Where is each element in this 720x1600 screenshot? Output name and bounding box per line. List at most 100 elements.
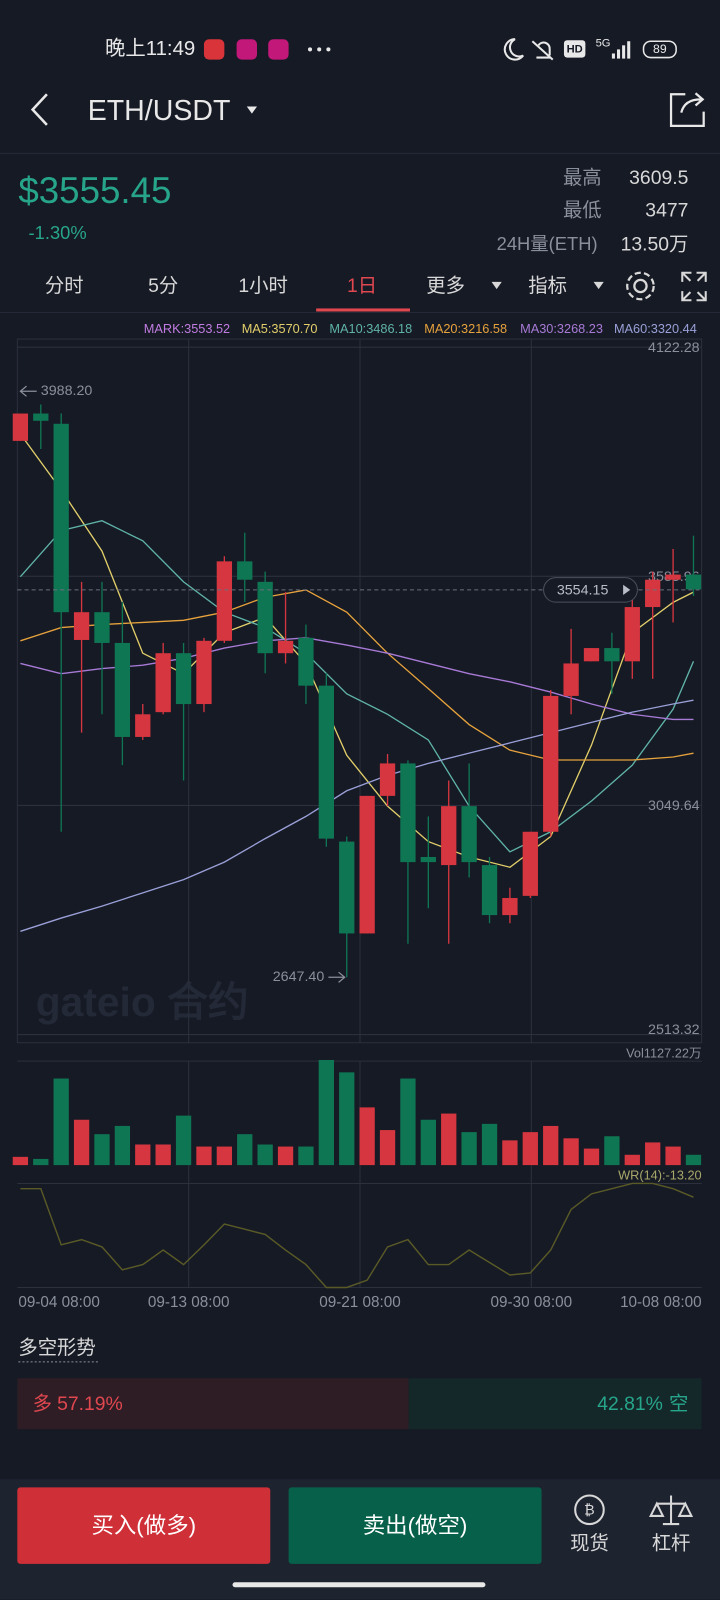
volume-bar — [543, 1125, 559, 1166]
annotation-arrow — [19, 385, 37, 397]
indicator-legend: MA60:3320.44 — [614, 321, 697, 336]
candle-body — [135, 714, 151, 737]
volume-bar — [73, 1119, 90, 1166]
volume-bar — [216, 1146, 233, 1166]
tab[interactable]: 指标 — [528, 275, 567, 297]
last-price-box — [543, 577, 638, 603]
volume-bar — [339, 1072, 355, 1166]
volume-bar — [379, 1130, 396, 1166]
candle-body — [257, 581, 273, 654]
price-change: -1.30% — [29, 222, 87, 243]
candle-body — [481, 865, 498, 916]
volume-bar — [94, 1134, 110, 1166]
volume-bar — [685, 1154, 702, 1166]
high-label: 最高 — [563, 167, 602, 189]
candle-body — [12, 413, 29, 441]
buy-button[interactable] — [17, 1487, 271, 1564]
volume-bar — [359, 1107, 375, 1166]
battery-icon — [642, 40, 677, 59]
ma-line — [20, 699, 694, 932]
last-price: $3555.45 — [18, 170, 171, 211]
spot-icon[interactable] — [574, 1494, 605, 1526]
home-indicator — [232, 1582, 486, 1588]
pair-title[interactable]: ETH/USDT — [88, 95, 231, 127]
leverage-icon[interactable] — [649, 1495, 694, 1526]
candle-body — [298, 637, 314, 686]
tab[interactable]: 1小时 — [238, 275, 288, 297]
y-tick-label: 2513.32 — [648, 1022, 700, 1038]
volume-bar — [53, 1078, 69, 1166]
short-bar — [408, 1378, 702, 1430]
x-tick-label: 09-13 08:00 — [148, 1294, 230, 1311]
settings-button[interactable] — [626, 271, 655, 301]
volume-bar — [175, 1115, 192, 1166]
volume-bar — [441, 1113, 457, 1166]
annotation-label: 2647.40 — [273, 969, 325, 985]
hd-text: HD — [567, 43, 583, 55]
candle-body — [339, 841, 355, 934]
signal-icon — [611, 41, 631, 59]
short-value: 42.81% — [597, 1393, 663, 1415]
last-price-label: 3554.15 — [557, 583, 609, 599]
share-button[interactable] — [669, 92, 705, 128]
annotation-arrow — [328, 971, 346, 983]
ma-line — [20, 637, 694, 721]
status-time: 晚上11:49 — [105, 37, 195, 60]
volume-bar — [604, 1136, 620, 1166]
volume-bar — [420, 1119, 436, 1166]
tab[interactable]: 分时 — [45, 275, 84, 297]
network-text: 5G — [596, 37, 611, 49]
volume-value: 13.50万 — [621, 233, 689, 255]
y-tick-label: 3049.64 — [648, 798, 700, 814]
candle-body — [318, 685, 334, 839]
tab-active[interactable]: 1日 — [347, 275, 377, 297]
volume-bar — [114, 1125, 131, 1166]
sell-button[interactable] — [288, 1487, 542, 1564]
moon-icon — [503, 38, 524, 61]
volume-bar — [298, 1146, 314, 1166]
volume-bar — [665, 1146, 681, 1166]
candle-body — [359, 795, 375, 934]
candle-body — [114, 642, 131, 737]
buy-text: 买入(做多) — [91, 1513, 196, 1538]
volume-bar — [461, 1132, 477, 1166]
candle-body — [33, 413, 49, 421]
spot-text[interactable]: 现货 — [570, 1533, 609, 1555]
indicator-legend: MA30:3268.23 — [520, 321, 603, 336]
candle-body — [379, 763, 396, 796]
tab[interactable]: 5分 — [148, 275, 178, 297]
leverage-text[interactable]: 杠杆 — [652, 1533, 691, 1555]
volume-label: Vol1127.22万 — [626, 1045, 702, 1060]
volume-bar — [237, 1134, 253, 1166]
candle-body — [216, 561, 233, 641]
mute-icon — [531, 40, 554, 61]
candle-body — [237, 561, 253, 580]
tab-caret — [491, 281, 502, 290]
x-tick-label: 09-30 08:00 — [491, 1294, 573, 1311]
long-value: 57.19% — [57, 1393, 123, 1415]
x-tick-label: 09-04 08:00 — [18, 1294, 100, 1311]
app-icon — [236, 39, 257, 60]
fullscreen-button[interactable] — [681, 271, 707, 302]
candle-body — [522, 831, 538, 896]
watermark: gateio 合约 — [36, 979, 249, 1025]
volume-bar — [277, 1146, 294, 1166]
volume-bar — [563, 1138, 579, 1166]
candle-body — [53, 423, 69, 613]
volume-bar — [400, 1078, 416, 1166]
candle-body — [277, 640, 294, 654]
back-button[interactable] — [30, 93, 48, 126]
more-dots — [307, 47, 331, 52]
candle-body — [196, 640, 212, 705]
indicator-legend: MA5:3570.70 — [242, 321, 318, 336]
last-price-arrow — [623, 584, 631, 596]
tab[interactable]: 更多 — [426, 275, 465, 297]
candle-body — [685, 574, 702, 590]
tab-underline — [316, 308, 410, 312]
tab-caret — [593, 281, 604, 290]
volume-bar — [481, 1123, 498, 1166]
volume-bar — [135, 1144, 151, 1166]
candle-body — [155, 653, 171, 713]
battery-text: 89 — [653, 42, 667, 56]
